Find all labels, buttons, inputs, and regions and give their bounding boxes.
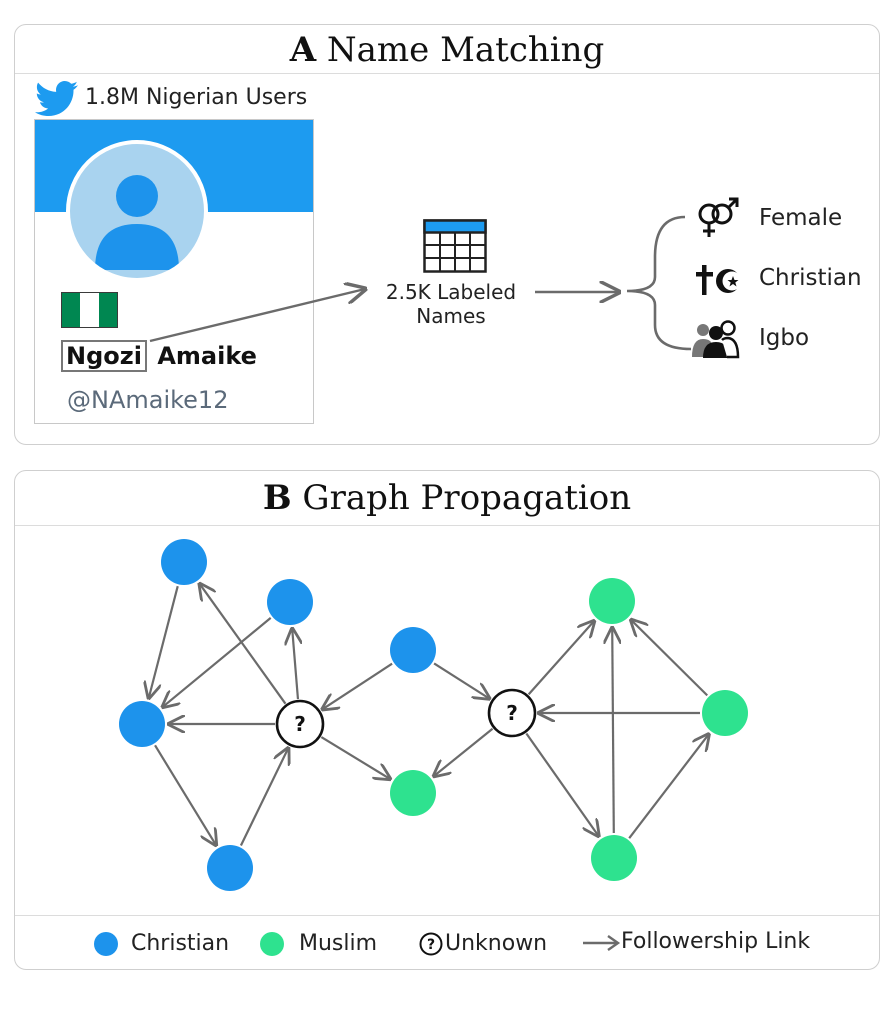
followership-link-c5-u1 <box>323 662 393 710</box>
unknown-mark-u1: ? <box>294 712 306 736</box>
followership-link-u1-m1 <box>320 736 390 779</box>
labeled-names-label: 2.5K Labeled Names <box>371 280 531 328</box>
christian-node-c5 <box>390 627 436 673</box>
followership-link-m3-m2 <box>631 620 709 697</box>
user-silhouette-icon <box>95 175 179 270</box>
followership-link-u2-m1 <box>434 727 494 776</box>
followership-link-m4-m3 <box>628 734 708 839</box>
attribute-female-label: Female <box>759 205 843 231</box>
legend-unknown-icon: ? <box>419 932 443 956</box>
panel-b-letter: B <box>262 478 292 518</box>
name-matching-panel: A Name Matching 1.8M Nigerian Users Ngoz… <box>14 24 880 445</box>
muslim-node-m3 <box>702 690 748 736</box>
followership-links <box>149 584 709 846</box>
religion-icon <box>696 265 741 295</box>
user-nodes: ?? <box>119 539 748 891</box>
users-count-label: 1.8M Nigerian Users <box>85 85 308 110</box>
twitter-profile-card: Ngozi Amaike @NAmaike12 <box>34 119 314 424</box>
unknown-mark-u2: ? <box>506 701 518 725</box>
followership-link-c3-c4 <box>154 744 216 845</box>
gender-icon <box>698 197 739 237</box>
christian-node-c4 <box>207 845 253 891</box>
attribute-igbo-label: Igbo <box>759 325 810 351</box>
legend-muslim-label: Muslim <box>299 931 378 956</box>
legend-divider <box>15 915 879 916</box>
propagation-graph: ?? <box>119 539 748 891</box>
christian-node-c2 <box>267 579 313 625</box>
followership-link-u1-c2 <box>292 629 298 700</box>
unknown-node-u2 <box>487 688 537 738</box>
panel-b-title-text: Graph Propagation <box>302 478 632 518</box>
legend-christian-dot <box>94 932 118 956</box>
panel-a-title: A Name Matching <box>15 25 879 74</box>
followership-link-m4-m2 <box>612 628 614 834</box>
muslim-node-m1 <box>390 770 436 816</box>
nigeria-flag-icon <box>61 292 118 328</box>
christian-node-c1 <box>161 539 207 585</box>
profile-name: Ngozi Amaike <box>61 340 257 372</box>
legend-muslim-dot <box>260 932 284 956</box>
labeled-names-line1: 2.5K Labeled <box>385 280 517 304</box>
followership-link-u2-m2 <box>527 621 594 696</box>
attributes-brace <box>626 215 692 351</box>
christian-node-c3 <box>119 701 165 747</box>
graph-propagation-panel: B Graph Propagation ?? Christian Muslim … <box>14 470 880 970</box>
followership-link-c2-c3 <box>163 617 272 707</box>
panel-b-title: B Graph Propagation <box>15 471 879 526</box>
panel-a-title-text: Name Matching <box>326 30 605 70</box>
labeled-names-line2: Names <box>416 304 486 328</box>
ethnic-group-icon <box>692 320 740 359</box>
muslim-node-m4 <box>591 835 637 881</box>
last-name: Amaike <box>157 342 257 370</box>
legend-unknown-mark: ? <box>427 937 435 953</box>
matching-arrows <box>149 215 692 351</box>
table-icon <box>423 219 487 273</box>
followership-link-c4-u1 <box>239 748 288 846</box>
followership-link-u2-m4 <box>525 732 598 835</box>
legend-unknown-label: Unknown <box>445 931 548 956</box>
profile-handle: @NAmaike12 <box>67 386 229 414</box>
unknown-node-u1 <box>275 699 325 749</box>
panel-a-letter: A <box>289 30 317 70</box>
followership-link-c1-c3 <box>149 585 179 698</box>
legend-christian-label: Christian <box>131 931 230 956</box>
legend-link-label: Followership Link <box>621 929 811 954</box>
legend-link-arrow-icon <box>583 935 621 951</box>
name-to-table-arrow <box>149 289 365 343</box>
first-name-highlight: Ngozi <box>61 340 147 372</box>
avatar <box>66 140 208 282</box>
muslim-node-m2 <box>589 578 635 624</box>
attribute-christian-label: Christian <box>759 265 862 291</box>
followership-link-c5-u2 <box>433 662 489 698</box>
followership-link-u1-c1 <box>200 584 287 705</box>
twitter-bird-icon <box>35 81 78 116</box>
